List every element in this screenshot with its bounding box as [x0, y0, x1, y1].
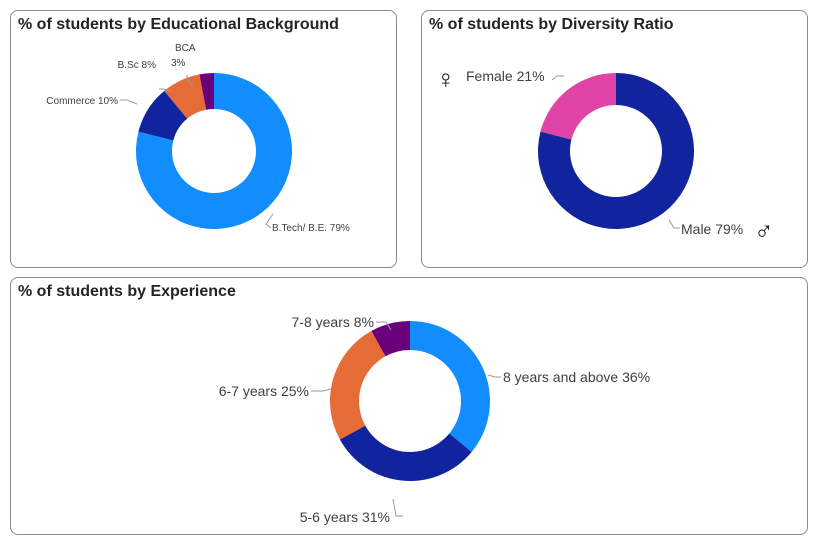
label-female: Female 21% [466, 68, 545, 84]
experience-donut-chart: 8 years and above 36% 5-6 years 31% 6-7 … [219, 314, 650, 525]
leader-line-5-6 [392, 498, 403, 517]
education-slice-b-sc[interactable] [164, 74, 207, 119]
experience-slice-5-6-years[interactable] [339, 425, 472, 481]
experience-slice-7-8-years[interactable] [371, 321, 410, 357]
leader-line-6-7 [311, 388, 332, 392]
leader-line-bsc [159, 88, 173, 92]
leader-line-female [551, 75, 564, 81]
education-chart-title: % of students by Educational Background [18, 16, 339, 33]
experience-slice-8-years-and-above[interactable] [410, 321, 490, 452]
label-6-7-years: 6-7 years 25% [219, 383, 309, 399]
education-donut-chart: B.Tech/ B.E. 79% Commerce 10% B.Sc 8% BC… [46, 43, 350, 234]
education-slice-bca[interactable] [199, 73, 214, 110]
diversity-slice-female[interactable] [540, 73, 616, 140]
male-icon: ♂ [754, 215, 774, 245]
label-bca-value: 3% [171, 58, 186, 69]
education-slice-commerce[interactable] [138, 90, 188, 141]
label-bsc: B.Sc 8% [118, 60, 156, 71]
label-male: Male 79% [681, 221, 743, 237]
leader-line-btech [265, 213, 274, 229]
diversity-chart-panel: % of students by Diversity Ratio ♀ Femal… [421, 10, 808, 268]
experience-chart-panel: % of students by Experience 8 years and … [10, 277, 808, 535]
label-5-6-years: 5-6 years 31% [300, 509, 390, 525]
leader-line-commerce [120, 99, 138, 105]
leader-line-male [668, 219, 680, 229]
label-8-years-above: 8 years and above 36% [503, 369, 650, 385]
experience-chart-title: % of students by Experience [18, 283, 236, 300]
education-chart-panel: % of students by Educational Background … [10, 10, 397, 268]
label-bca: BCA [175, 43, 196, 54]
diversity-donut-chart: ♀ Female 21% Male 79% ♂ [436, 64, 774, 245]
label-commerce: Commerce 10% [46, 96, 118, 107]
leader-line-8-above [487, 374, 501, 378]
diversity-slice-male[interactable] [538, 73, 694, 229]
diversity-chart-title: % of students by Diversity Ratio [429, 16, 674, 33]
experience-slice-6-7-years[interactable] [330, 330, 386, 440]
leader-line-7-8 [376, 321, 392, 331]
label-7-8-years: 7-8 years 8% [292, 314, 374, 330]
education-slice-b-tech-b-e[interactable] [136, 73, 292, 229]
female-icon: ♀ [436, 64, 456, 94]
label-btech: B.Tech/ B.E. 79% [272, 223, 350, 234]
leader-line-bca [186, 75, 194, 87]
